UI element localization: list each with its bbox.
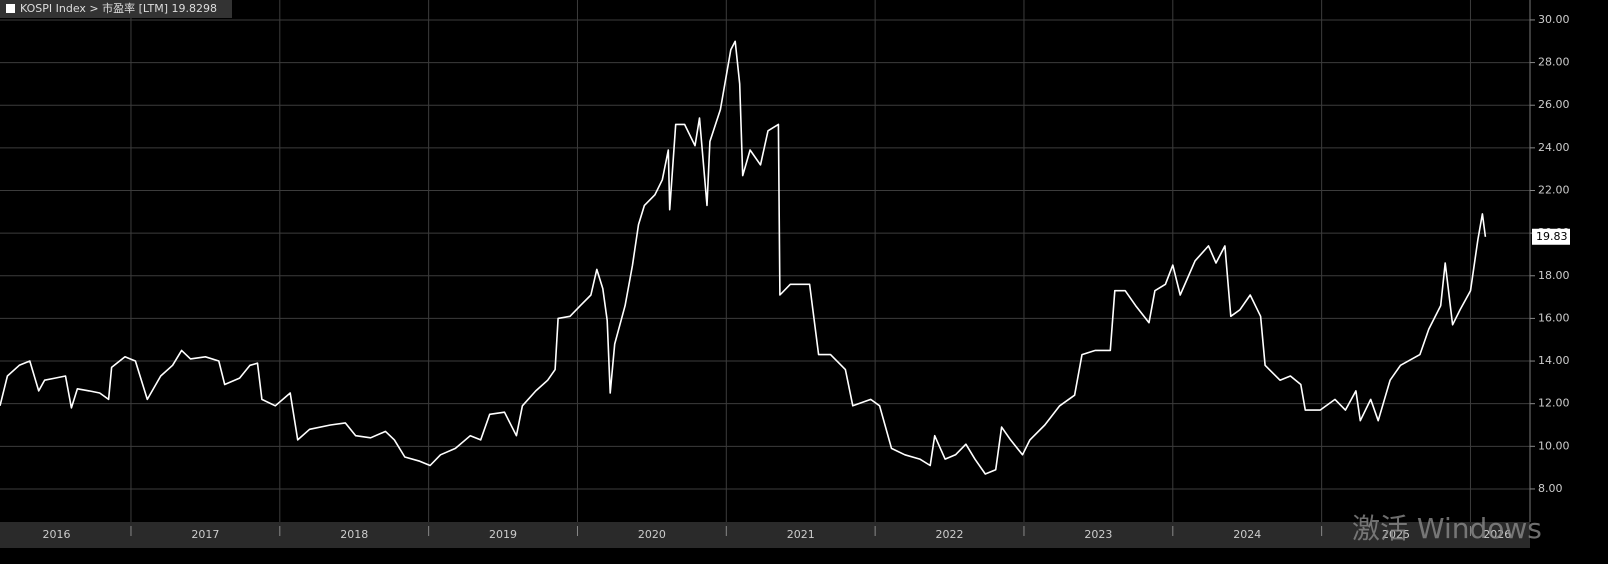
x-tick-label: 2020 bbox=[638, 528, 666, 541]
y-tick-label: 10.00 bbox=[1538, 439, 1570, 452]
x-tick-label: 2023 bbox=[1084, 528, 1112, 541]
watermark: 激活 Windows bbox=[1352, 512, 1542, 545]
x-tick-label: 2021 bbox=[787, 528, 815, 541]
y-tick-label: 26.00 bbox=[1538, 98, 1570, 111]
y-tick-label: 18.00 bbox=[1538, 269, 1570, 282]
x-tick-label: 2017 bbox=[191, 528, 219, 541]
x-tick-label: 2025 bbox=[1382, 528, 1410, 541]
y-tick-label: 30.00 bbox=[1538, 13, 1570, 26]
y-tick-label: 12.00 bbox=[1538, 397, 1570, 410]
x-axis-band bbox=[0, 522, 1530, 548]
x-tick-label: 2026 bbox=[1483, 528, 1511, 541]
y-tick-label: 24.00 bbox=[1538, 141, 1570, 154]
legend-swatch bbox=[6, 4, 15, 13]
last-value-label: 19.83 bbox=[1536, 230, 1568, 243]
y-tick-label: 22.00 bbox=[1538, 183, 1570, 196]
legend-title: KOSPI Index > 市盈率 [LTM] 19.8298 bbox=[20, 1, 217, 15]
y-tick-label: 14.00 bbox=[1538, 354, 1570, 367]
x-tick-label: 2018 bbox=[340, 528, 368, 541]
last-value-badge bbox=[1532, 228, 1570, 245]
x-tick-label: 2024 bbox=[1233, 528, 1261, 541]
y-tick-label: 16.00 bbox=[1538, 311, 1570, 324]
x-tick-label: 2016 bbox=[43, 528, 71, 541]
x-tick-label: 2022 bbox=[936, 528, 964, 541]
y-tick-label: 8.00 bbox=[1538, 482, 1563, 495]
data-line bbox=[0, 40, 1487, 475]
y-tick-label: 28.00 bbox=[1538, 56, 1570, 69]
legend-box bbox=[0, 0, 232, 18]
x-tick-label: 2019 bbox=[489, 528, 517, 541]
